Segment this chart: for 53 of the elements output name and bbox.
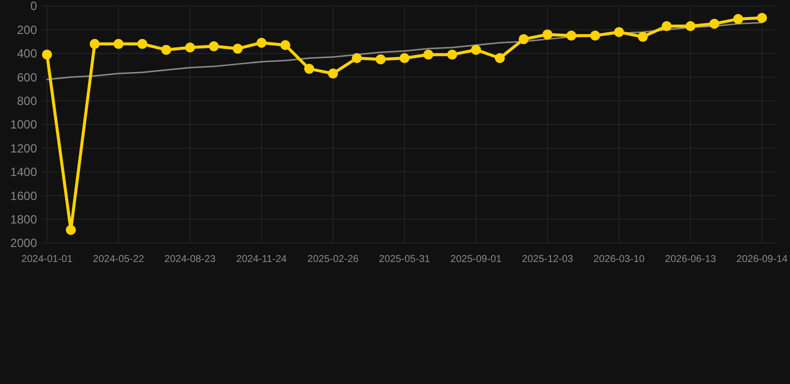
y-tick-label: 400 [16,46,38,61]
point [757,12,767,23]
point [686,21,696,32]
point [566,30,576,41]
x-tick-label: 2024-08-23 [164,254,216,265]
point [304,64,314,74]
point [66,224,76,235]
y-tick-label: 1200 [10,141,38,156]
point [709,18,720,29]
point [542,29,552,40]
point [494,53,505,64]
y-tick-label: 2000 [10,236,38,250]
point [328,68,338,79]
point [471,44,481,55]
point [590,30,600,41]
point [232,44,243,54]
point [90,38,100,49]
point [42,50,52,60]
point [114,38,124,49]
point [280,40,290,50]
point [662,21,672,32]
point [447,50,458,60]
y-tick-label: 1400 [10,165,38,180]
point [208,41,219,52]
x-tick-label: 2024-05-22 [92,254,145,265]
point [733,14,744,24]
y-tick-label: 800 [16,94,38,108]
y-tick-label: 1000 [10,118,38,132]
point [518,34,529,44]
point [161,44,172,55]
point [638,32,648,42]
point [137,38,148,49]
point [614,27,624,38]
point [256,38,266,48]
x-tick-label: 2026-09-14 [736,254,788,265]
x-tick-label: 2025-02-26 [307,254,360,265]
point [400,53,410,64]
point [376,54,386,64]
x-tick-label: 2024-11-24 [236,254,288,265]
x-tick-label: 2024-01-01 [21,254,74,265]
x-tick-label: 2025-12-03 [522,254,574,265]
point [185,42,195,52]
y-tick-label: 0 [30,0,38,14]
point [423,50,434,60]
y-tick-label: 200 [16,22,38,37]
x-tick-label: 2026-03-10 [593,254,646,265]
point [352,53,362,64]
y-tick-label: 1600 [10,188,38,203]
x-tick-label: 2025-05-31 [378,254,431,265]
y-tick-label: 1800 [10,212,38,226]
y-tick-label: 600 [16,70,38,84]
x-tick-label: 2026-06-13 [664,254,717,265]
x-tick-label: 2025-09-01 [450,254,502,265]
